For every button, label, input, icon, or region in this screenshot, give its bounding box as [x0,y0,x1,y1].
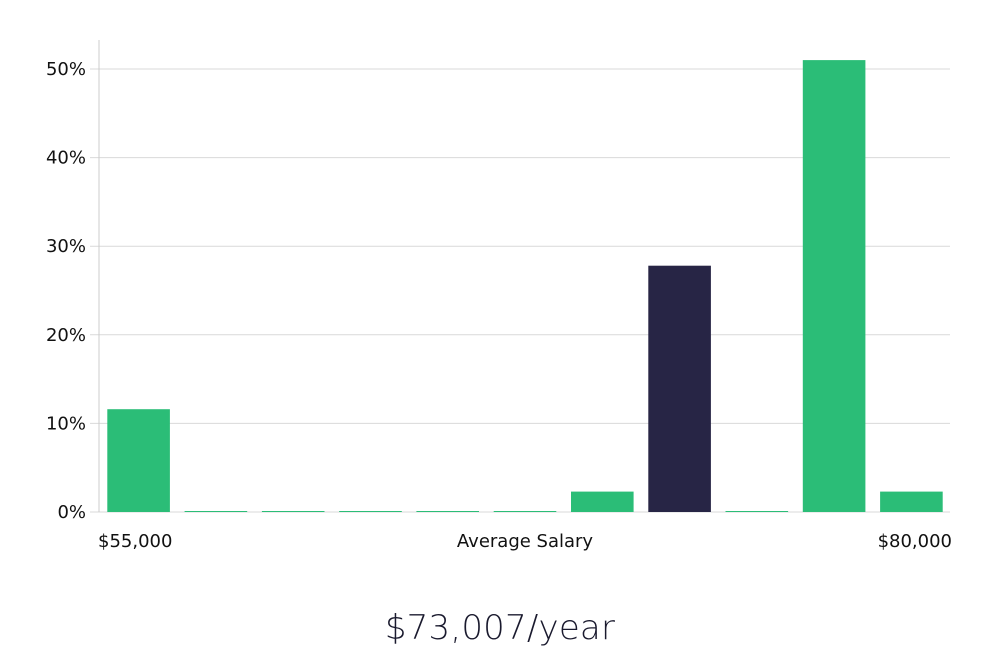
y-tick-label: 50% [46,59,86,80]
bar [184,511,248,512]
bar [416,511,479,512]
bar [571,491,634,512]
bar-highlighted [648,265,711,512]
x-max-label: $80,000 [878,531,952,552]
bar [725,511,789,512]
bar [802,60,866,512]
x-min-label: $55,000 [98,531,172,552]
salary-histogram: 0% 10% 20% 30% 40% 50% $55,000 Average Salary… [46,40,952,552]
bar [261,511,325,512]
y-tick-label: 10% [46,413,86,434]
bar [880,491,943,512]
average-salary-value: $73,007/year [384,608,616,648]
bar [493,511,557,512]
y-tick-label: 40% [46,148,86,169]
y-tick-label: 30% [46,236,86,257]
bars [107,60,943,512]
x-axis-title: Average Salary [457,531,594,552]
bar [107,409,170,512]
bar [339,511,402,512]
y-axis-ticks: 0% 10% 20% 30% 40% 50% [46,59,86,523]
y-tick-label: 20% [46,325,86,346]
y-tick-label: 0% [57,502,86,523]
